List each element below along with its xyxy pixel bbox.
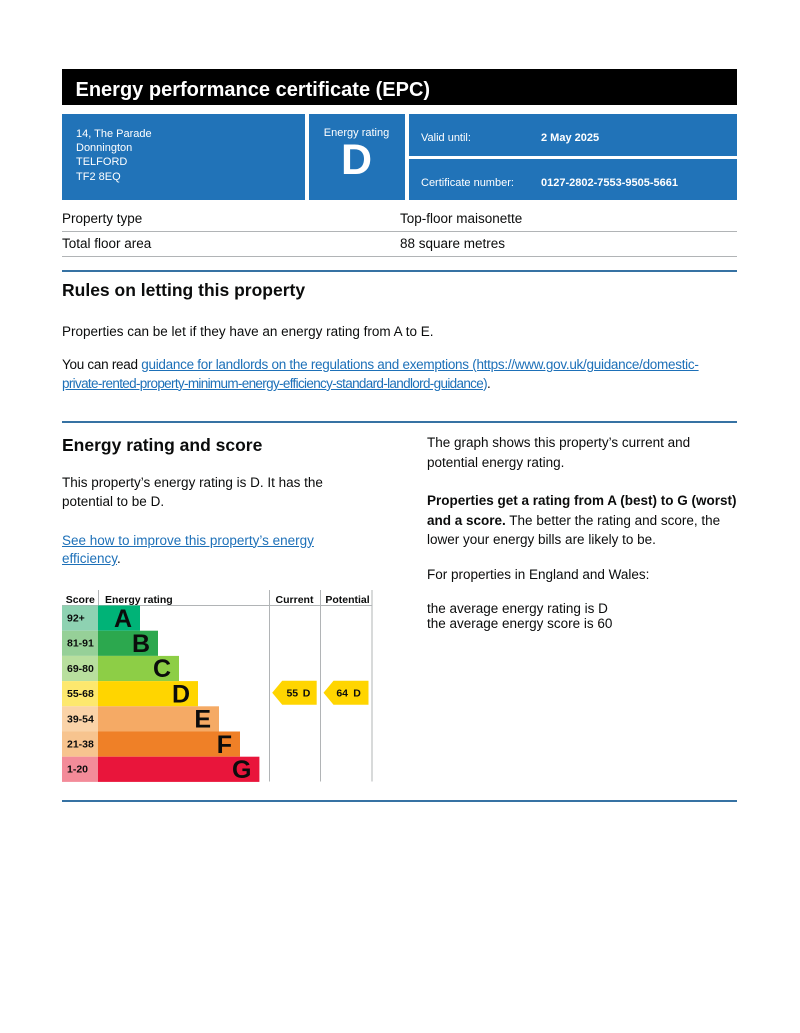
svg-text:Energy rating: Energy rating [105, 594, 173, 606]
svg-text:39-54: 39-54 [67, 713, 94, 725]
svg-text:1-20: 1-20 [67, 764, 88, 776]
svg-text:Score: Score [66, 594, 95, 606]
svg-text:92+: 92+ [67, 613, 85, 625]
svg-text:F: F [217, 731, 232, 759]
svg-text:A: A [114, 605, 132, 633]
svg-text:C: C [153, 655, 171, 683]
svg-text:D: D [303, 688, 311, 700]
svg-text:Current: Current [276, 594, 314, 606]
svg-text:55: 55 [286, 688, 298, 700]
svg-text:Potential: Potential [325, 594, 369, 606]
svg-text:D: D [172, 680, 190, 708]
svg-text:G: G [232, 756, 251, 784]
svg-text:81-91: 81-91 [67, 638, 94, 650]
svg-text:D: D [353, 688, 361, 700]
svg-text:E: E [194, 706, 211, 734]
svg-text:55-68: 55-68 [67, 688, 94, 700]
svg-text:B: B [132, 630, 150, 658]
svg-text:21-38: 21-38 [67, 739, 94, 751]
svg-text:69-80: 69-80 [67, 663, 94, 675]
svg-text:64: 64 [336, 688, 348, 700]
